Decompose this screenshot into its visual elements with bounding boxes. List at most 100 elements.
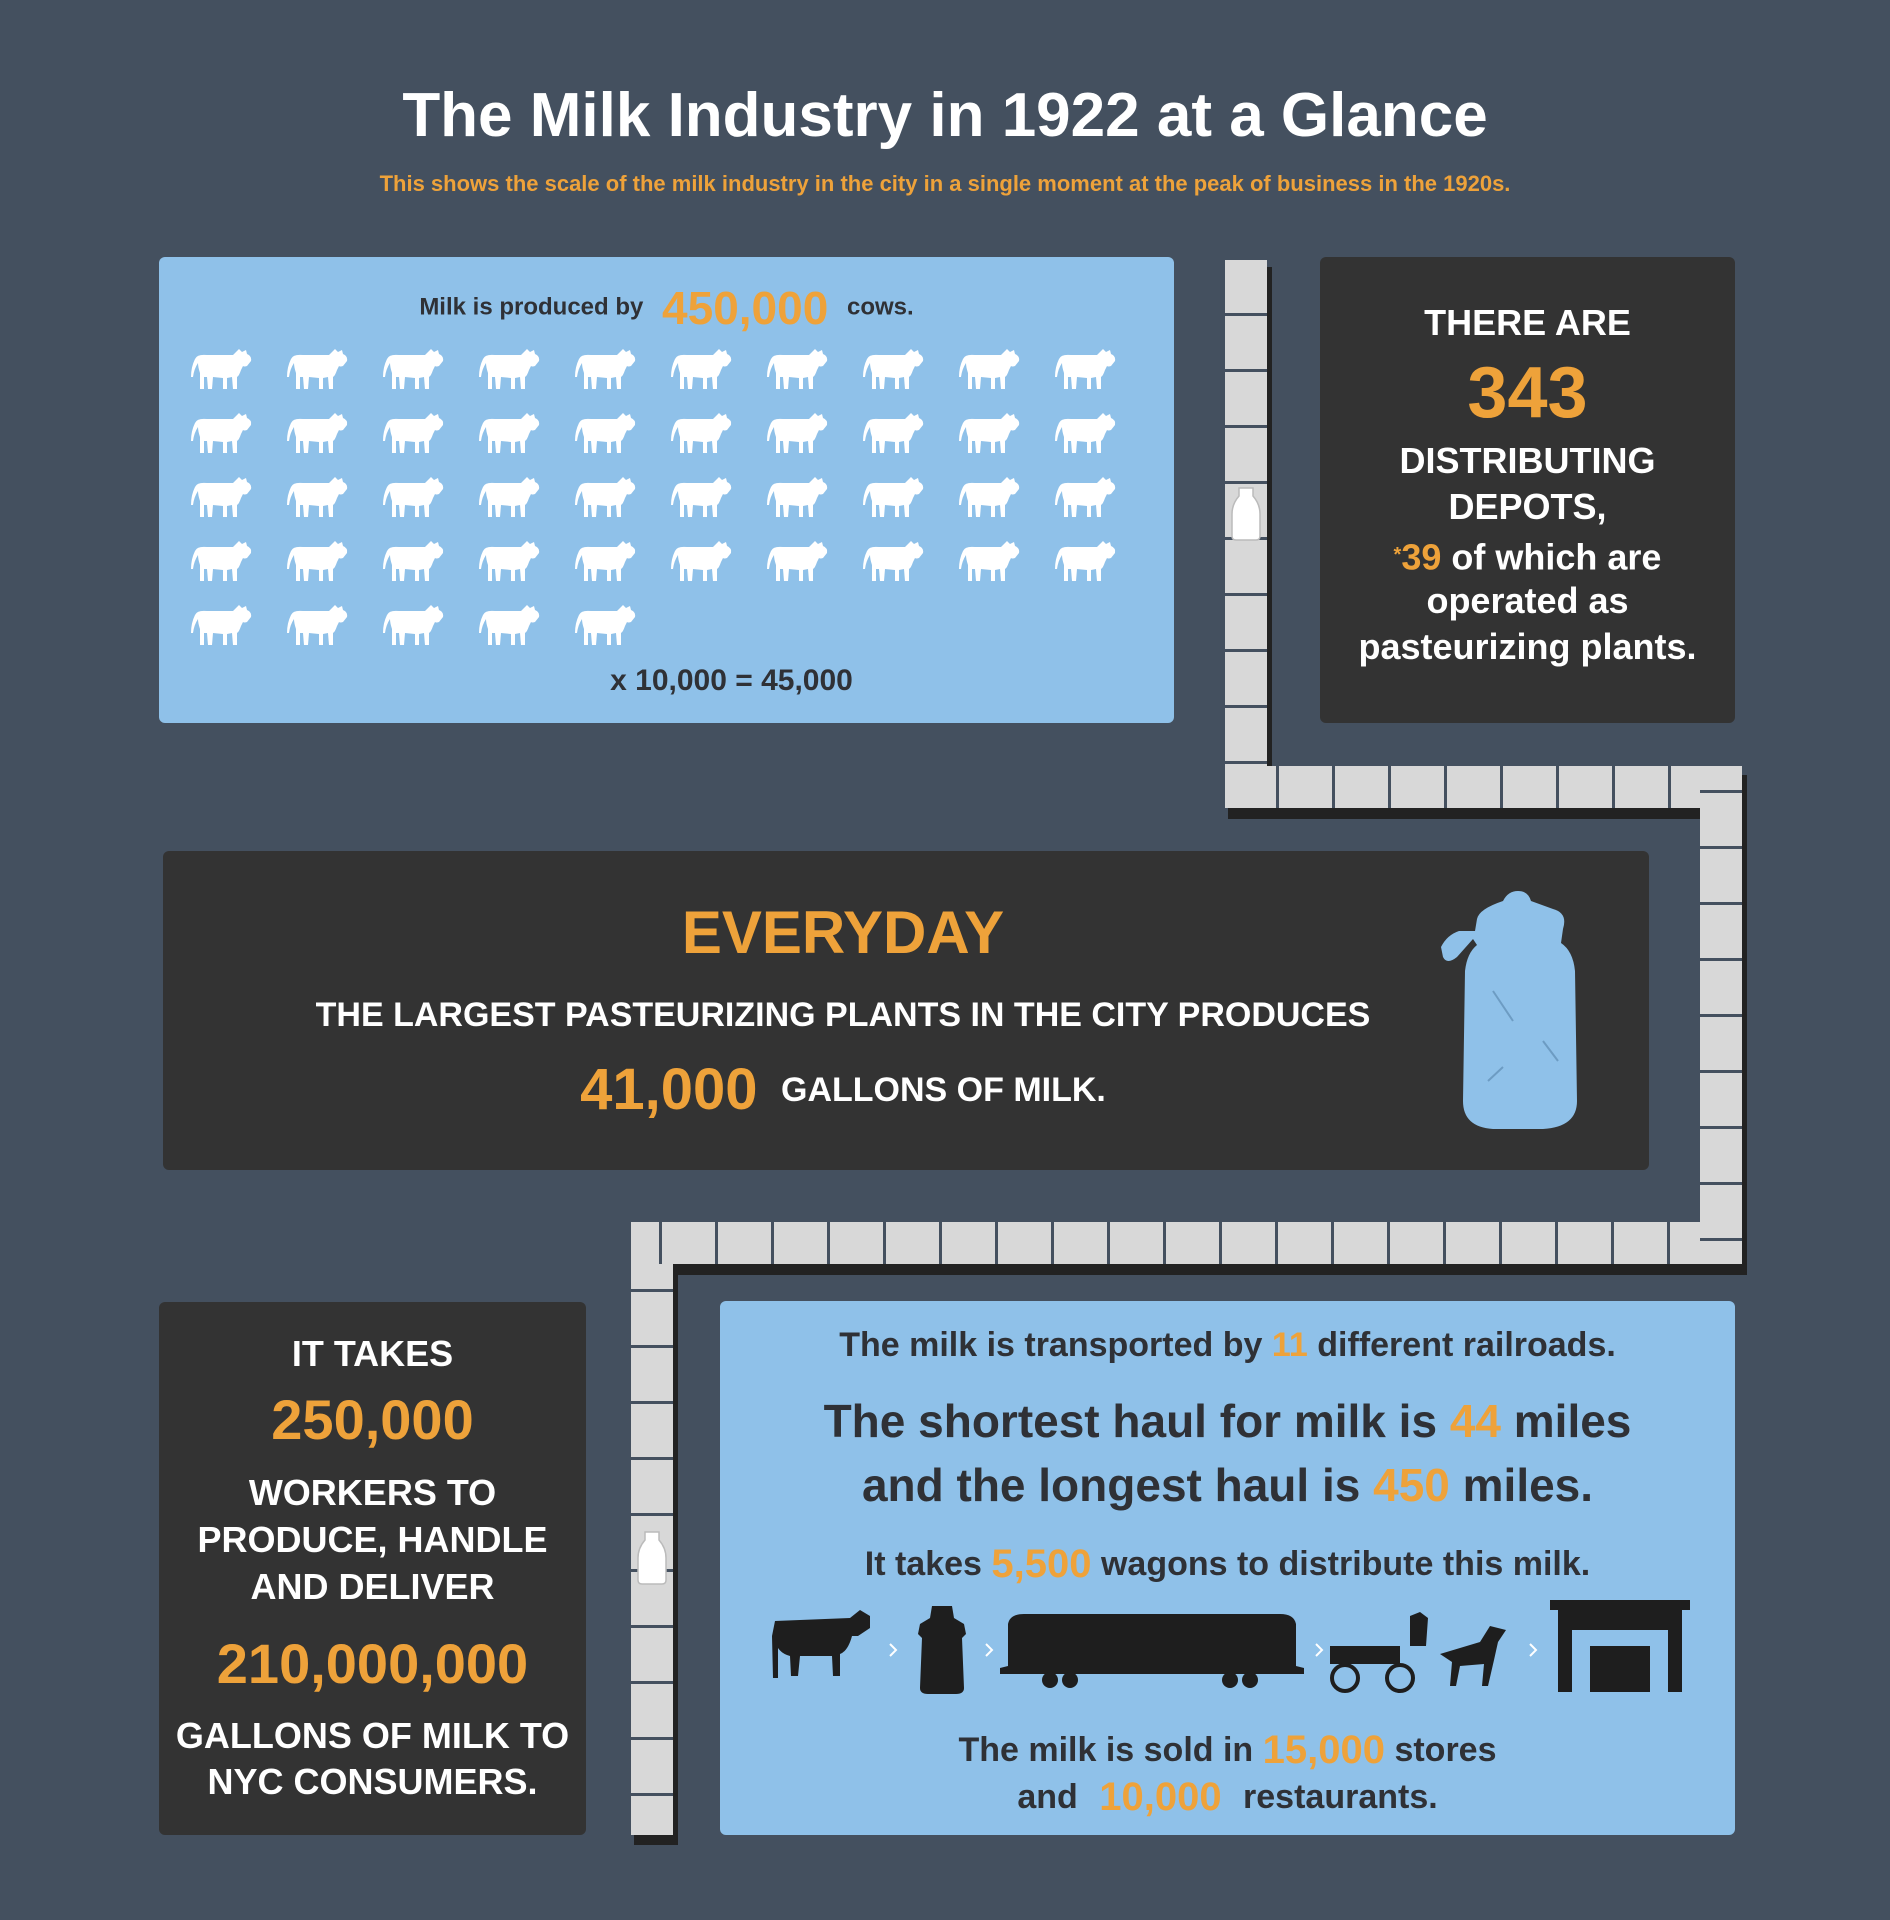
- workers-number: 250,000: [271, 1388, 474, 1451]
- depots-label: DISTRIBUTING: [1399, 440, 1656, 481]
- cows-heading: Milk is produced by 450,000 cows.: [159, 277, 1174, 338]
- shortest-text: The shortest haul for milk is: [823, 1394, 1438, 1447]
- cow-icons: [191, 349, 1116, 645]
- railroads-text: The milk is transported by: [839, 1326, 1263, 1365]
- wagons-line: It takes 5,500 wagons to distribute this…: [720, 1540, 1735, 1586]
- cow-icon: [959, 541, 1020, 581]
- railcar-silhouette: [1000, 1614, 1304, 1674]
- depots-label: DEPOTS,: [1448, 486, 1607, 527]
- cow-icon: [191, 541, 252, 581]
- wagons-number: 5,500: [991, 1542, 1092, 1587]
- cow-icon: [383, 349, 444, 389]
- restaurants-text: and: [1017, 1778, 1078, 1817]
- cow-icon: [383, 541, 444, 581]
- cow-icon: [1055, 413, 1116, 453]
- cow-icon: [287, 349, 348, 389]
- longest-text: and the longest haul is: [861, 1458, 1361, 1511]
- cow-icon: [479, 605, 540, 645]
- everyday-number: 41,000: [580, 1057, 758, 1123]
- cow-icon: [671, 477, 732, 517]
- cow-icon: [575, 541, 636, 581]
- shortest-line: The shortest haul for milk is 44 miles: [720, 1387, 1735, 1451]
- everyday-heading: EVERYDAY: [681, 899, 1005, 966]
- supply-chain-icons: [772, 1600, 1690, 1694]
- gallons-unit: NYC CONSUMERS.: [207, 1761, 538, 1802]
- cow-icon: [383, 413, 444, 453]
- cows-panel: Milk is produced by 450,000 cows. x 10,0…: [159, 257, 1174, 723]
- stores-line: The milk is sold in 15,000 stores: [720, 1725, 1735, 1773]
- everyday-text: THE LARGEST PASTEURIZING PLANTS IN THE C…: [315, 996, 1371, 1034]
- cow-icon: [479, 413, 540, 453]
- cow-icon: [767, 477, 828, 517]
- cow-icon: [671, 349, 732, 389]
- cow-icon: [383, 605, 444, 645]
- stores-text: stores: [1394, 1731, 1497, 1770]
- workers-text: WORKERS TO: [248, 1472, 497, 1513]
- depots-sub-text: pasteurizing plants.: [1358, 626, 1697, 667]
- restaurants-number: 10,000: [1099, 1775, 1222, 1820]
- depots-sub: *39 of which are: [1320, 533, 1735, 579]
- cow-icon: [959, 349, 1020, 389]
- workers-panel: IT TAKES 250,000 WORKERS TO PRODUCE, HAN…: [159, 1302, 586, 1835]
- store-silhouette: [1550, 1600, 1690, 1692]
- cow-icon: [575, 413, 636, 453]
- depots-sub-text: operated as: [1426, 580, 1629, 621]
- cow-icon: [479, 477, 540, 517]
- longest-number: 450: [1373, 1458, 1450, 1511]
- cow-icon: [191, 413, 252, 453]
- shortest-number: 44: [1449, 1394, 1501, 1447]
- cow-icon: [287, 477, 348, 517]
- track-tiles: [631, 257, 1742, 1835]
- cow-icon: [575, 477, 636, 517]
- cow-icon: [479, 541, 540, 581]
- stores-number: 15,000: [1262, 1728, 1385, 1773]
- cow-icon: [1055, 541, 1116, 581]
- stores-text: The milk is sold in: [958, 1731, 1254, 1770]
- gallons-number: 210,000,000: [216, 1632, 529, 1695]
- cow-icon: [287, 413, 348, 453]
- cow-icon: [575, 349, 636, 389]
- restaurants-text: restaurants.: [1243, 1778, 1438, 1817]
- longest-text: miles.: [1462, 1458, 1594, 1511]
- subtitle: This shows the scale of the milk industr…: [379, 171, 1511, 196]
- railroads-line: The milk is transported by 11 different …: [720, 1321, 1735, 1367]
- depots-intro: THERE ARE: [1424, 302, 1631, 343]
- wagons-text: wagons to distribute this milk.: [1100, 1545, 1591, 1584]
- workers-intro: IT TAKES: [291, 1333, 454, 1374]
- cow-icon: [1055, 349, 1116, 389]
- depots-number: 343: [1467, 353, 1588, 433]
- cow-icon: [287, 605, 348, 645]
- railroads-number: 11: [1271, 1326, 1308, 1365]
- workers-text: AND DELIVER: [250, 1566, 495, 1607]
- cow-icon: [191, 605, 252, 645]
- cow-icon: [191, 477, 252, 517]
- restaurants-line: and 10,000 restaurants.: [720, 1772, 1735, 1820]
- cow-icon: [191, 349, 252, 389]
- gallons-unit: GALLONS OF MILK TO: [175, 1715, 570, 1756]
- depots-sub-text: of which are: [1451, 536, 1662, 578]
- cow-icon: [1055, 477, 1116, 517]
- depots-asterisk: *: [1393, 544, 1402, 566]
- cows-note: x 10,000 = 45,000: [610, 664, 853, 697]
- cow-icon: [671, 413, 732, 453]
- cow-icon: [959, 477, 1020, 517]
- cow-icon: [863, 413, 924, 453]
- title: The Milk Industry in 1922 at a Glance: [402, 81, 1488, 150]
- cow-icon: [287, 541, 348, 581]
- cow-icon: [575, 605, 636, 645]
- cows-number: 450,000: [662, 281, 829, 334]
- wagon-silhouette: [1330, 1612, 1506, 1686]
- milk-can-icon: [1441, 891, 1577, 1129]
- depots-sub-number: 39: [1401, 536, 1442, 578]
- everyday-amount: 41,000 GALLONS OF MILK.: [163, 1053, 1523, 1125]
- wagons-text: It takes: [864, 1545, 982, 1584]
- railroads-text: different railroads.: [1317, 1326, 1616, 1365]
- cows-text: Milk is produced by: [419, 293, 644, 321]
- cow-icon: [383, 477, 444, 517]
- cow-icon: [767, 349, 828, 389]
- depots-panel: THERE ARE 343 DISTRIBUTING DEPOTS, *39 o…: [1320, 257, 1735, 723]
- cow-icon: [767, 541, 828, 581]
- cow-silhouette: [772, 1610, 870, 1678]
